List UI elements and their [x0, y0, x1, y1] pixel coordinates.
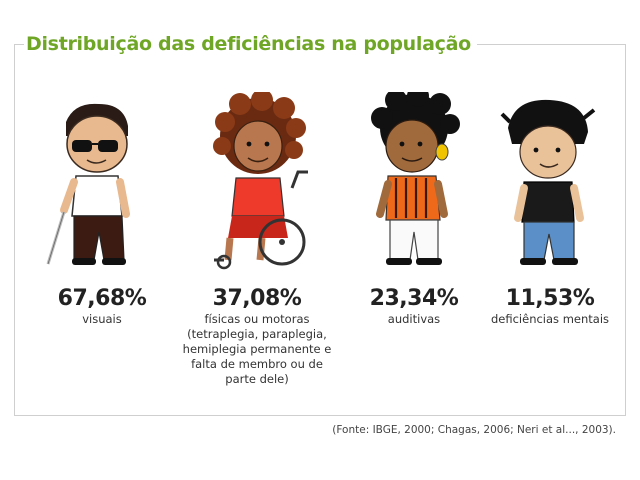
- stat-percent: 23,34%: [369, 286, 459, 311]
- intellectual-disability-person-illustration: [500, 99, 596, 265]
- stat-visual: 67,68% visuais: [22, 286, 182, 327]
- stat-percent: 37,08%: [212, 286, 302, 311]
- stat-percent: 11,53%: [505, 286, 595, 311]
- blind-person-illustration: [46, 103, 130, 265]
- source-citation: (Fonte: IBGE, 2000; Chagas, 2006; Neri e…: [332, 424, 616, 436]
- wheelchair-user-illustration: [213, 92, 308, 270]
- stat-percent: 67,68%: [57, 286, 147, 311]
- infographic-title: Distribuição das deficiências na populaç…: [24, 33, 477, 55]
- stat-detail: (tetraplegia, paraplegia, hemiplegia per…: [182, 327, 332, 386]
- stat-label: deficiências mentais: [490, 312, 610, 326]
- stat-mental: 11,53% deficiências mentais: [470, 286, 630, 327]
- stat-label: auditivas: [387, 312, 441, 326]
- stat-label: físicas ou motoras: [204, 312, 310, 326]
- stat-physical: 37,08% físicas ou motoras (tetraplegia, …: [177, 286, 337, 387]
- hearing-aid-user-illustration: [371, 92, 460, 265]
- stat-label: visuais: [82, 312, 122, 326]
- stat-hearing: 23,34% auditivas: [334, 286, 494, 327]
